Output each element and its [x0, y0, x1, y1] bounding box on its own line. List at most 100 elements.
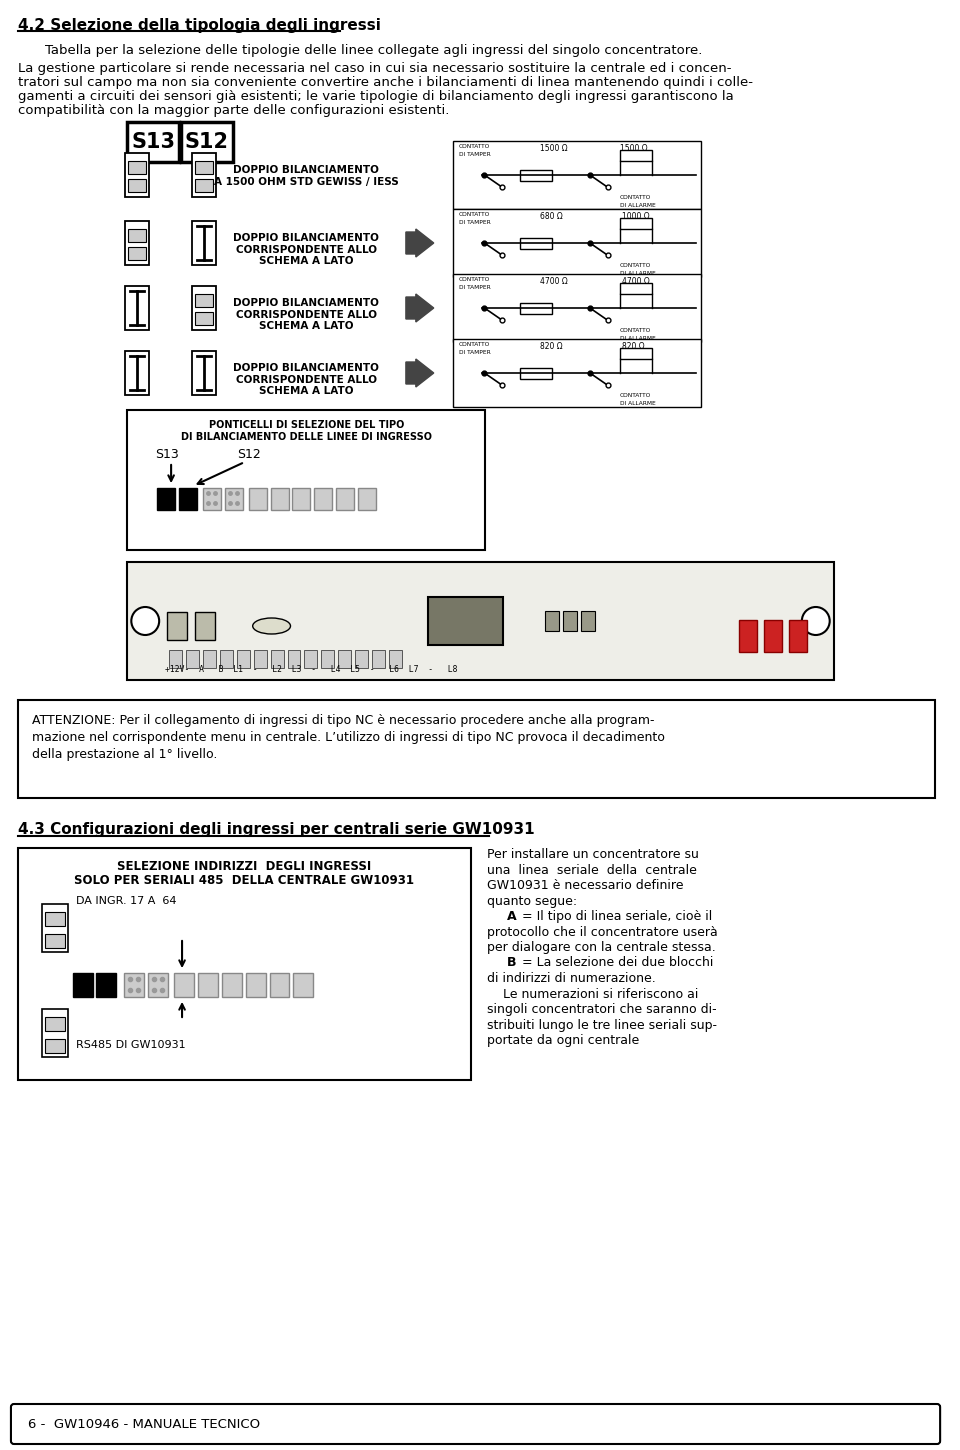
Text: di indirizzi di numerazione.: di indirizzi di numerazione. [488, 972, 657, 985]
Bar [128, 563, 833, 680]
Text: Le numerazioni si riferiscono ai: Le numerazioni si riferiscono ai [488, 987, 699, 1000]
Bar [129, 178, 146, 191]
Bar [126, 286, 149, 331]
Text: compatibilità con la maggior parte delle configurazioni esistenti.: compatibilità con la maggior parte delle… [18, 104, 449, 117]
Text: una  linea  seriale  della  centrale: una linea seriale della centrale [488, 864, 697, 876]
Text: RS485 DI GW10931: RS485 DI GW10931 [76, 1040, 185, 1050]
Text: S12: S12 [237, 448, 260, 461]
Text: GW10931 è necessario definire: GW10931 è necessario definire [488, 879, 684, 892]
Ellipse shape [252, 618, 291, 634]
Text: Per installare un concentratore su: Per installare un concentratore su [488, 848, 699, 861]
Bar [126, 154, 149, 197]
Text: DOPPIO BILANCIAMENTO
CORRISPONDENTE ALLO
SCHEMA A LATO: DOPPIO BILANCIAMENTO CORRISPONDENTE ALLO… [233, 362, 379, 396]
Bar [167, 612, 187, 639]
Text: S13: S13 [132, 132, 176, 152]
Bar [195, 178, 213, 191]
Text: gamenti a circuiti dei sensori già esistenti; le varie tipologie di bilanciament: gamenti a circuiti dei sensori già esist… [18, 90, 733, 103]
Bar [195, 312, 213, 325]
Bar [129, 247, 146, 260]
FancyArrow shape [406, 360, 434, 387]
Bar [271, 650, 283, 668]
Text: DI ALLARME: DI ALLARME [620, 402, 656, 406]
Bar [222, 973, 242, 998]
Bar [520, 170, 552, 180]
Bar [73, 973, 92, 998]
Text: CONTATTO: CONTATTO [459, 342, 490, 347]
Bar [739, 621, 757, 652]
Text: CONTATTO: CONTATTO [459, 144, 490, 149]
Bar [42, 1009, 67, 1057]
Text: Tabella per la selezione delle tipologie delle linee collegate agli ingressi del: Tabella per la selezione delle tipologie… [45, 44, 702, 57]
Bar [520, 238, 552, 248]
Text: 4.2 Selezione della tipologia degli ingressi: 4.2 Selezione della tipologia degli ingr… [18, 17, 381, 33]
Bar [129, 229, 146, 242]
Text: stribuiti lungo le tre linee seriali sup-: stribuiti lungo le tre linee seriali sup… [488, 1018, 717, 1031]
Bar [564, 610, 577, 631]
Text: quanto segue:: quanto segue: [488, 895, 578, 908]
Bar [620, 283, 652, 293]
Text: SELEZIONE INDIRIZZI  DEGLI INGRESSI: SELEZIONE INDIRIZZI DEGLI INGRESSI [117, 860, 372, 873]
Text: 1500 Ω: 1500 Ω [540, 144, 567, 154]
Bar [453, 339, 702, 407]
Text: DI TAMPER: DI TAMPER [459, 349, 491, 355]
Bar [389, 650, 402, 668]
Text: DI ALLARME: DI ALLARME [620, 271, 656, 276]
Bar [246, 973, 266, 998]
Bar [581, 610, 595, 631]
Bar [125, 973, 144, 998]
Text: 680 Ω: 680 Ω [540, 212, 563, 220]
Bar [545, 610, 559, 631]
Bar [336, 489, 354, 510]
Text: DI TAMPER: DI TAMPER [459, 152, 491, 157]
Text: DOPPIO BILANCIAMENTO
A 1500 OHM STD GEWISS / IESS: DOPPIO BILANCIAMENTO A 1500 OHM STD GEWI… [214, 165, 398, 187]
Bar [203, 489, 221, 510]
Text: DI BILANCIAMENTO DELLE LINEE DI INGRESSO: DI BILANCIAMENTO DELLE LINEE DI INGRESSO [180, 432, 432, 442]
Bar [225, 489, 243, 510]
Text: 4700 Ω: 4700 Ω [622, 277, 650, 286]
Bar [620, 149, 652, 161]
Bar [195, 612, 215, 639]
Bar [314, 489, 332, 510]
Bar [148, 973, 168, 998]
Bar [620, 218, 652, 229]
Bar [764, 621, 782, 652]
Bar [620, 348, 652, 358]
Text: = Il tipo di linea seriale, cioè il: = Il tipo di linea seriale, cioè il [518, 911, 712, 924]
Text: PONTICELLI DI SELEZIONE DEL TIPO: PONTICELLI DI SELEZIONE DEL TIPO [208, 420, 404, 431]
Text: 4700 Ω: 4700 Ω [540, 277, 568, 286]
Bar [453, 209, 702, 277]
Text: 820 Ω: 820 Ω [540, 342, 563, 351]
Bar [169, 650, 182, 668]
Bar [195, 294, 213, 307]
Bar [128, 410, 486, 550]
Bar [271, 489, 289, 510]
Bar [304, 650, 318, 668]
Bar [520, 303, 552, 313]
Bar [428, 597, 503, 645]
Bar [186, 650, 199, 668]
Bar [198, 973, 218, 998]
Bar [45, 912, 64, 927]
Text: singoli concentratori che saranno di-: singoli concentratori che saranno di- [488, 1003, 717, 1016]
Text: CONTATTO: CONTATTO [459, 212, 490, 218]
Bar [520, 367, 552, 378]
Circle shape [802, 608, 829, 635]
Text: della prestazione al 1° livello.: della prestazione al 1° livello. [32, 748, 217, 761]
Text: B: B [508, 957, 516, 970]
Bar [192, 351, 216, 394]
Text: = La selezione dei due blocchi: = La selezione dei due blocchi [518, 957, 713, 970]
Bar [338, 650, 351, 668]
Bar [293, 489, 310, 510]
Text: CONTATTO: CONTATTO [459, 277, 490, 281]
Bar [220, 650, 232, 668]
Bar [18, 700, 935, 798]
FancyArrow shape [406, 229, 434, 257]
Text: 820 Ω: 820 Ω [622, 342, 644, 351]
Text: DI ALLARME: DI ALLARME [620, 203, 656, 207]
Text: portate da ogni centrale: portate da ogni centrale [488, 1034, 639, 1047]
Text: CONTATTO: CONTATTO [620, 393, 651, 397]
Text: S13: S13 [156, 448, 179, 461]
Bar [195, 161, 213, 174]
Bar [355, 650, 368, 668]
Bar [126, 220, 149, 265]
